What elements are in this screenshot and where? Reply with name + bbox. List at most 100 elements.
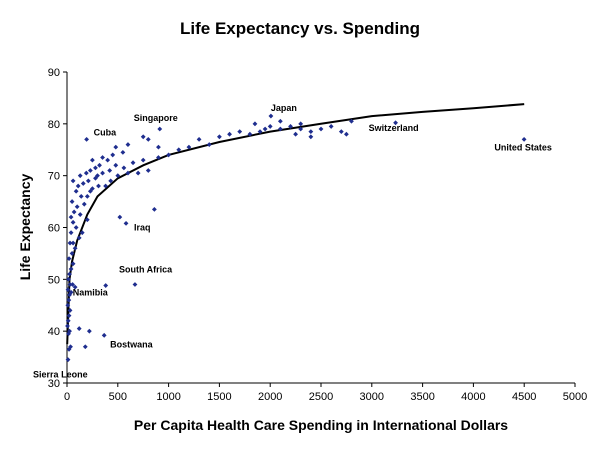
data-point <box>79 230 85 236</box>
data-point <box>156 144 161 150</box>
trend-line-layer <box>66 103 525 345</box>
data-point <box>87 168 93 173</box>
data-point <box>93 165 98 171</box>
data-point <box>130 160 136 166</box>
annotation-label: Sierra Leone <box>33 370 88 380</box>
x-tick-label: 3000 <box>360 391 384 403</box>
data-point <box>186 144 192 150</box>
data-point <box>73 188 79 194</box>
data-point <box>70 178 76 184</box>
data-point <box>252 121 258 127</box>
data-point <box>101 332 107 338</box>
data-point <box>227 131 232 137</box>
data-point <box>344 131 349 137</box>
data-point <box>145 168 151 173</box>
data-point <box>268 113 274 119</box>
x-tick-label: 1500 <box>207 391 231 403</box>
x-tick-label: 4500 <box>512 391 536 403</box>
data-point <box>135 170 141 176</box>
data-point <box>76 326 82 331</box>
annotation-label: United States <box>494 142 552 152</box>
data-point <box>107 168 113 173</box>
trend-line <box>66 103 525 345</box>
data-point <box>65 357 71 363</box>
annotation-label: Singapore <box>134 113 178 123</box>
chart-title: Life Expectancy vs. Spending <box>180 19 420 38</box>
data-point <box>74 204 80 210</box>
y-tick-label: 90 <box>48 67 60 79</box>
data-point <box>67 328 72 334</box>
y-tick-label: 70 <box>48 171 60 183</box>
x-tick-label: 0 <box>64 391 70 403</box>
annotation-label: Bostwana <box>110 339 154 349</box>
x-tick-label: 500 <box>109 391 127 403</box>
data-point <box>393 120 398 126</box>
data-point <box>288 124 293 129</box>
data-point <box>85 178 91 184</box>
data-point <box>103 183 109 189</box>
data-point <box>318 126 324 132</box>
data-point <box>113 144 119 150</box>
data-point <box>80 181 86 186</box>
data-point <box>257 129 263 135</box>
data-point <box>73 225 79 230</box>
data-point <box>65 302 71 308</box>
data-point <box>120 149 126 155</box>
data-point <box>140 134 146 140</box>
data-point <box>217 134 222 140</box>
data-point <box>65 318 71 324</box>
data-point <box>298 121 304 127</box>
data-point <box>66 256 72 261</box>
data-point <box>328 124 334 129</box>
data-point <box>84 194 90 199</box>
data-point <box>81 201 87 207</box>
data-point <box>72 245 78 251</box>
y-tick-label: 60 <box>48 223 60 235</box>
data-point <box>125 170 131 176</box>
data-point <box>83 170 89 176</box>
data-point <box>308 134 314 140</box>
data-point <box>68 230 74 236</box>
annotation-label: Japan <box>271 103 297 113</box>
data-point <box>66 276 71 282</box>
annotation-label: Switzerland <box>369 123 419 133</box>
data-point <box>70 219 76 225</box>
x-tick-label: 5000 <box>563 391 587 403</box>
data-point <box>262 126 268 132</box>
annotation-label: Cuba <box>94 127 117 137</box>
data-point <box>308 129 314 135</box>
data-point <box>90 186 95 192</box>
data-point <box>96 183 101 189</box>
annotation-label: Iraq <box>134 222 151 232</box>
data-point <box>338 129 344 135</box>
data-point <box>349 118 354 124</box>
annotations: Cuba Singapore Japan Switzerland United Stat… <box>33 103 552 380</box>
data-points <box>65 113 527 363</box>
x-axis-title: Per Capita Health Care Spending in Inter… <box>134 417 508 433</box>
data-point <box>66 297 72 303</box>
data-point <box>65 323 70 329</box>
data-point <box>68 214 74 220</box>
data-point <box>72 284 78 290</box>
data-point <box>125 142 131 147</box>
data-point <box>521 136 527 142</box>
data-point <box>108 178 114 184</box>
data-point <box>298 126 304 132</box>
data-point <box>67 240 73 246</box>
data-point <box>277 118 283 124</box>
y-tick-label: 30 <box>48 378 60 390</box>
data-point <box>66 313 72 319</box>
data-point <box>90 157 95 163</box>
annotation-label: Namibia <box>73 288 109 298</box>
y-axis-title: Life Expectancy <box>17 173 33 280</box>
data-point <box>95 173 100 179</box>
data-point <box>78 194 84 199</box>
data-point <box>151 206 157 212</box>
data-point <box>69 251 75 256</box>
data-point <box>103 283 109 288</box>
data-point <box>71 209 77 215</box>
data-point <box>65 287 71 293</box>
data-point <box>113 162 119 168</box>
